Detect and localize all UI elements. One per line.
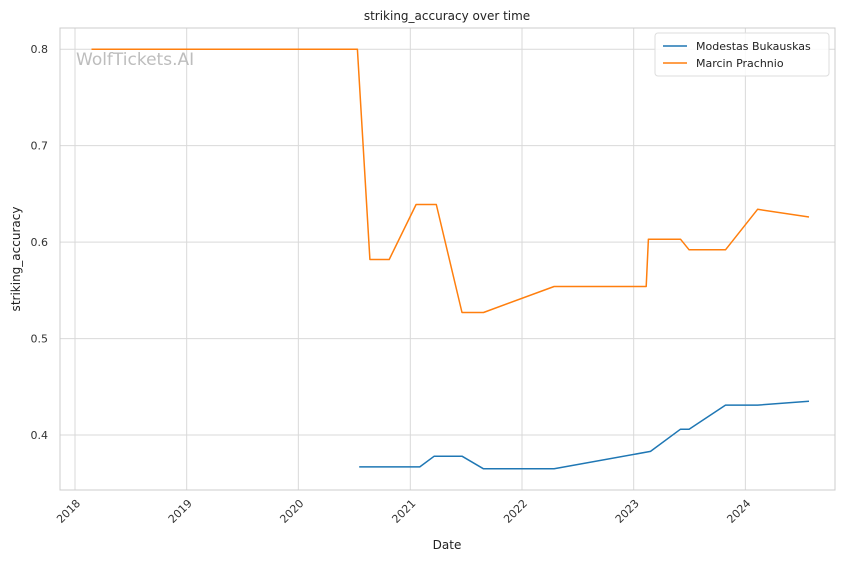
y-tick-label: 0.7 — [31, 140, 49, 153]
series-line-2 — [91, 48, 810, 314]
watermark: WolfTickets.AI — [76, 50, 194, 70]
y-grid — [60, 48, 835, 436]
y-tick-label: 0.6 — [31, 236, 49, 249]
y-tick-label: 0.5 — [31, 333, 49, 346]
x-tick-label: 2021 — [389, 497, 418, 526]
y-tick-label: 0.4 — [31, 429, 49, 442]
series-line-1 — [359, 400, 810, 470]
x-tick-label: 2023 — [613, 497, 642, 526]
chart-title: striking_accuracy over time — [364, 9, 530, 23]
series-layer — [91, 48, 810, 470]
y-tick-labels: 0.4 0.5 0.6 0.7 0.8 — [31, 43, 49, 442]
x-tick-label: 2019 — [166, 497, 195, 526]
x-tick-label: 2018 — [54, 497, 83, 526]
x-tick-labels: 2018 2019 2020 2021 2022 2023 2024 — [54, 497, 753, 526]
y-axis-label: striking_accuracy — [9, 207, 23, 312]
x-tick-label: 2024 — [724, 497, 753, 526]
legend-label: Modestas Bukauskas — [696, 40, 811, 53]
x-grid — [74, 28, 746, 490]
legend-label: Marcin Prachnio — [696, 57, 784, 70]
y-tick-label: 0.8 — [31, 43, 49, 56]
legend: Modestas Bukauskas Marcin Prachnio — [654, 32, 830, 77]
x-tick-label: 2022 — [501, 497, 530, 526]
x-tick-label: 2020 — [277, 497, 306, 526]
plot-frame — [59, 27, 836, 491]
x-axis-label: Date — [433, 538, 462, 552]
